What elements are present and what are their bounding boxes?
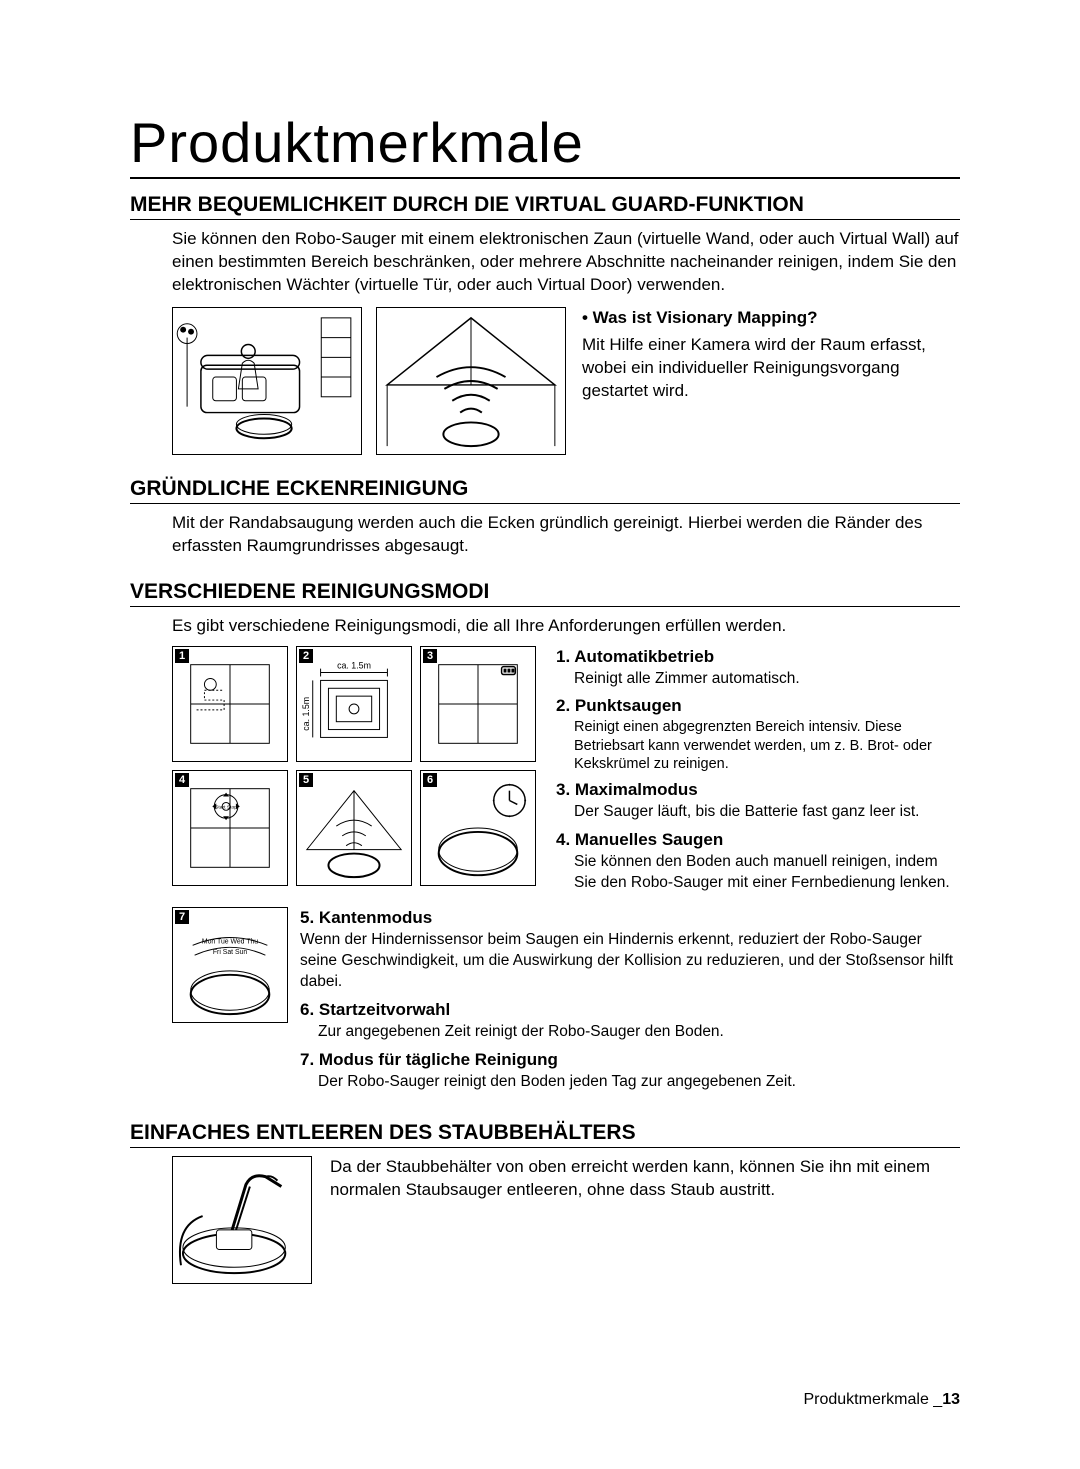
footer-page-number: 13 (942, 1391, 960, 1408)
mode-cell-6: 6 (420, 770, 536, 886)
svg-text:Start Stop: Start Stop (215, 804, 237, 810)
ceiling-mapping-icon (377, 308, 565, 454)
svg-text:ca. 1.5m: ca. 1.5m (337, 660, 371, 670)
svg-text:Mon Tue Wed Thu: Mon Tue Wed Thu (202, 939, 258, 946)
living-room-icon (173, 308, 361, 454)
mode-item-4: 4. Manuelles Saugen Sie können den Boden… (556, 829, 960, 894)
heading-dustbin: EINFACHES ENTLEEREN DES STAUBBEHÄLTERS (130, 1121, 960, 1148)
visionary-mapping-callout: • Was ist Visionary Mapping? Mit Hilfe e… (580, 307, 960, 455)
modes-list-below: 5. Kantenmodus Wenn der Hindernissensor … (300, 907, 960, 1098)
virtual-guard-body: Sie können den Robo-Sauger mit einem ele… (172, 228, 960, 297)
mode-item-2: 2. Punktsaugen Reinigt einen abgegrenzte… (556, 695, 960, 772)
svg-text:ca. 1.5m: ca. 1.5m (301, 697, 311, 731)
mode-cell-7: 7 Mon Tue Wed Thu Fri Sat Sun (172, 907, 288, 1023)
floorplan-max-icon (421, 647, 535, 761)
illustration-ceiling-mapping (376, 307, 566, 455)
heading-corners: GRÜNDLICHE ECKENREINIGUNG (130, 477, 960, 504)
dustbin-body: Da der Staubbehälter von oben erreicht w… (330, 1156, 960, 1284)
corners-body: Mit der Randabsaugung werden auch die Ec… (172, 512, 960, 558)
spot-clean-icon: ca. 1.5m ca. 1.5m (297, 647, 411, 761)
dustbin-row: Da der Staubbehälter von oben erreicht w… (172, 1156, 960, 1284)
dustbin-vacuum-icon (173, 1157, 311, 1283)
floorplan-manual-icon: Start Stop (173, 771, 287, 885)
callout-body: Mit Hilfe einer Kamera wird der Raum erf… (582, 334, 960, 403)
mode-item-3: 3. Maximalmodus Der Sauger läuft, bis di… (556, 779, 960, 823)
modes-list-right: 1. Automatikbetrieb Reinigt alle Zimmer … (556, 646, 960, 900)
page-footer: Produktmerkmale _13 (803, 1391, 960, 1409)
virtual-guard-illustrations: • Was ist Visionary Mapping? Mit Hilfe e… (172, 307, 960, 455)
heading-modes: VERSCHIEDENE REINIGUNGSMODI (130, 580, 960, 607)
mode-cell-5: 5 (296, 770, 412, 886)
mode-cell-3: 3 (420, 646, 536, 762)
mode-cell-4: 4 Start Stop (172, 770, 288, 886)
edge-mode-icon (297, 771, 411, 885)
illustration-living-room (172, 307, 362, 455)
modes-intro: Es gibt verschiedene Reinigungsmodi, die… (172, 615, 960, 638)
footer-label: Produktmerkmale _ (803, 1391, 942, 1408)
page-title: Produktmerkmale (130, 110, 960, 179)
callout-title: • Was ist Visionary Mapping? (582, 307, 960, 330)
mode-cell-1: 1 (172, 646, 288, 762)
mode-item-5: 5. Kantenmodus Wenn der Hindernissensor … (300, 907, 960, 993)
modes-below-row: 7 Mon Tue Wed Thu Fri Sat Sun 5. Kantenm… (172, 907, 960, 1098)
mode-item-6: 6. Startzeitvorwahl Zur angegebenen Zeit… (300, 999, 960, 1043)
daily-mode-icon: Mon Tue Wed Thu Fri Sat Sun (173, 908, 287, 1022)
floorplan-auto-icon (173, 647, 287, 761)
mode-cell-2: 2 ca. 1.5m ca. 1.5m (296, 646, 412, 762)
modes-area: 1 2 ca. 1 (172, 646, 960, 900)
mode-item-7: 7. Modus für tägliche Reinigung Der Robo… (300, 1049, 960, 1093)
mode-item-1: 1. Automatikbetrieb Reinigt alle Zimmer … (556, 646, 960, 690)
illustration-dustbin (172, 1156, 312, 1284)
svg-text:Fri Sat Sun: Fri Sat Sun (213, 950, 247, 957)
delay-start-icon (421, 771, 535, 885)
heading-virtual-guard: MEHR BEQUEMLICHKEIT DURCH DIE VIRTUAL GU… (130, 193, 960, 220)
modes-grid: 1 2 ca. 1 (172, 646, 542, 900)
